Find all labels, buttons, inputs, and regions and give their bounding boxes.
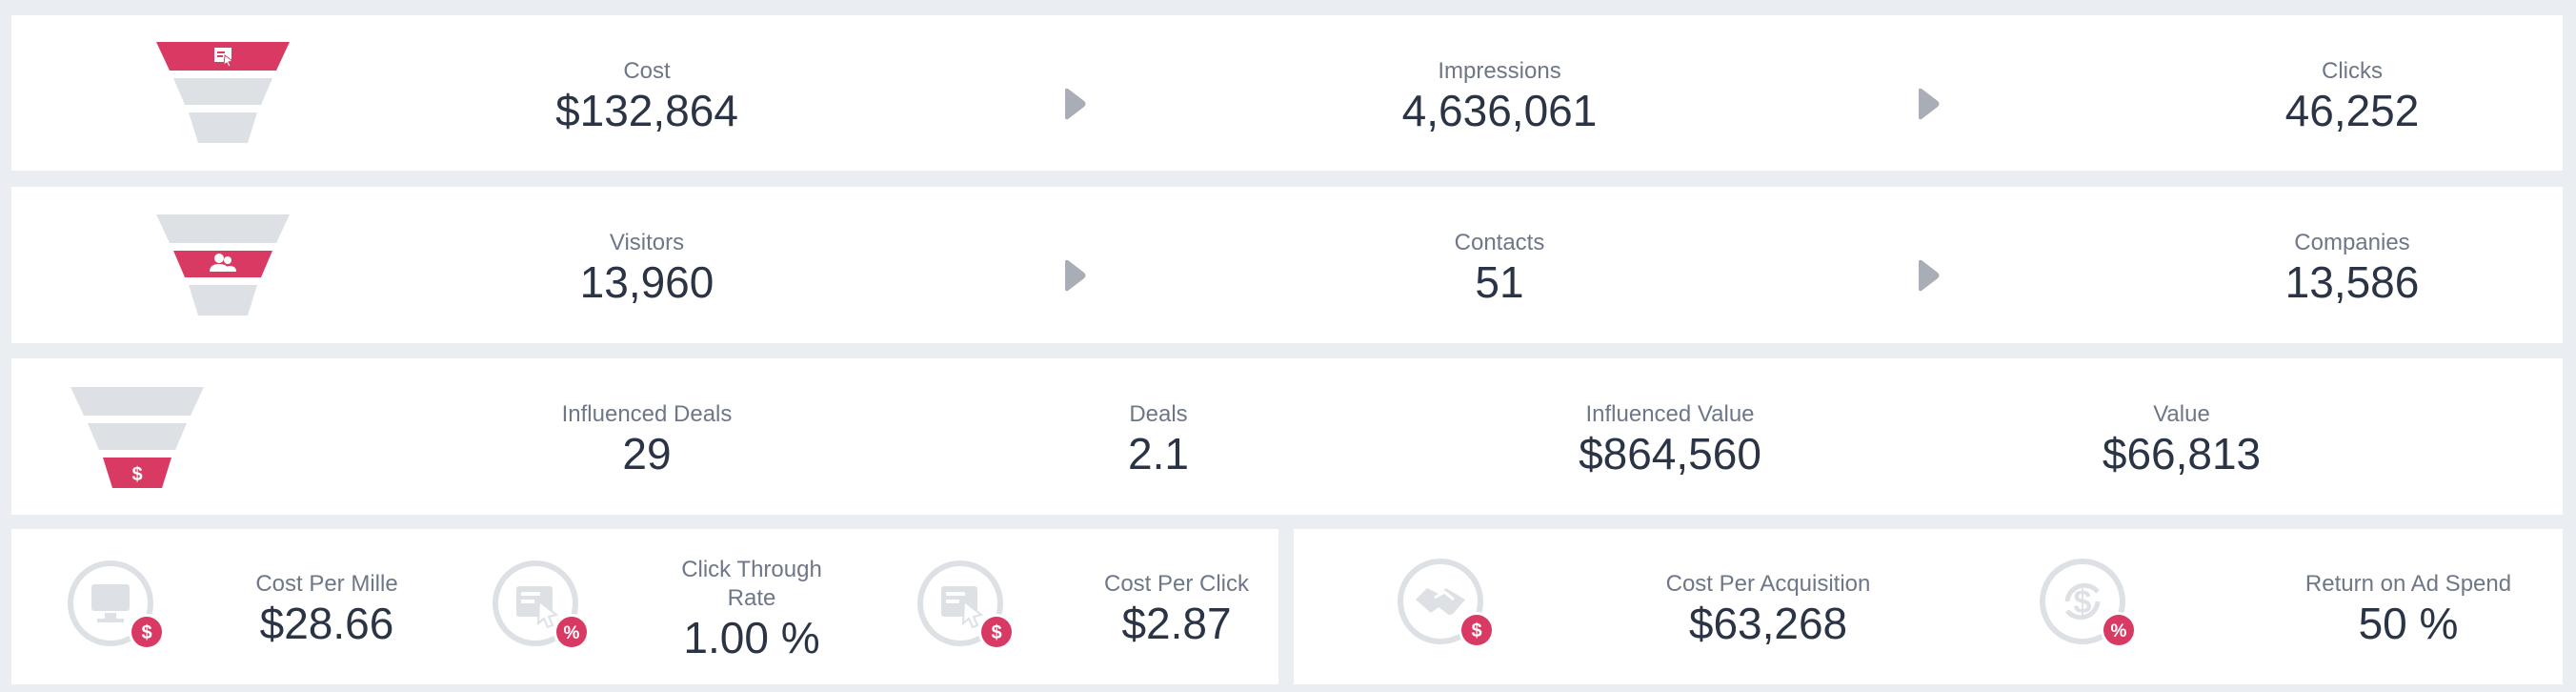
chevron-right-icon bbox=[1065, 88, 1086, 120]
metric-value: 4,636,061 bbox=[1401, 86, 1598, 135]
users-icon bbox=[210, 254, 236, 272]
kpi-value: 1.00 % bbox=[683, 613, 820, 662]
click-dollar-icon: $ bbox=[917, 560, 1015, 650]
metric-deals: Deals 2.1 bbox=[1128, 400, 1189, 478]
kpi-label: Return on Ad Spend bbox=[2304, 571, 2512, 597]
metric-label: Influenced Value bbox=[1585, 401, 1755, 427]
handshake-dollar-icon: $ bbox=[1398, 559, 1495, 648]
kpi-value: 50 % bbox=[2358, 599, 2459, 648]
metric-label: Clicks bbox=[2321, 58, 2383, 84]
metric-label: Deals bbox=[1129, 401, 1188, 427]
metric-influenced-value: Influenced Value $864,560 bbox=[1579, 400, 1761, 478]
kpi-return-on-ad-spend: Return on Ad Spend 50 % bbox=[2305, 570, 2511, 648]
metric-impressions: Impressions 4,636,061 bbox=[1402, 57, 1598, 135]
metric-label: Value bbox=[2153, 401, 2210, 427]
funnel-top-card: Cost $132,864 Impressions 4,636,061 Clic… bbox=[11, 15, 2563, 171]
metric-value: 46,252 bbox=[2284, 86, 2420, 135]
metric-label: Contacts bbox=[1454, 230, 1545, 255]
kpi-cost-per-acquisition: Cost Per Acquisition $63,268 bbox=[1666, 570, 1871, 648]
svg-text:$: $ bbox=[141, 622, 151, 643]
metric-value: $66,813 bbox=[2102, 429, 2262, 478]
metric-label: Cost bbox=[623, 58, 671, 84]
kpi-value: $28.66 bbox=[259, 599, 394, 648]
funnel-middle-card: Visitors 13,960 Contacts 51 Companies 13… bbox=[11, 187, 2563, 343]
metric-value: 29 bbox=[622, 429, 672, 478]
metric-companies: Companies 13,586 bbox=[2285, 229, 2420, 307]
kpi-card-acquisition: $ Cost Per Acquisition $63,268 $ % Retur… bbox=[1294, 529, 2563, 684]
funnel-bottom-card: $ Influenced Deals 29 Deals 2.1 Influenc… bbox=[11, 358, 2563, 515]
svg-text:%: % bbox=[564, 623, 580, 643]
metric-influenced-deals: Influenced Deals 29 bbox=[562, 400, 733, 478]
chevron-right-icon bbox=[1919, 259, 1940, 292]
monitor-dollar-icon: $ bbox=[68, 560, 165, 650]
metric-value: 13,960 bbox=[579, 257, 714, 307]
metric-label: Companies bbox=[2294, 230, 2410, 255]
metric-value: $864,560 bbox=[1579, 429, 1761, 478]
metric-value-total: Value $66,813 bbox=[2103, 400, 2261, 478]
funnel-middle-stage-icon bbox=[156, 214, 290, 315]
metric-label: Impressions bbox=[1438, 58, 1561, 84]
kpi-value: $2.87 bbox=[1121, 599, 1232, 648]
metric-value: 2.1 bbox=[1128, 429, 1189, 478]
kpi-cost-per-mille: Cost Per Mille $28.66 bbox=[255, 570, 397, 648]
metric-clicks: Clicks 46,252 bbox=[2285, 57, 2420, 135]
kpi-card-media: $ Cost Per Mille $28.66 % Click Through … bbox=[11, 529, 1278, 684]
metric-cost: Cost $132,864 bbox=[555, 57, 738, 135]
svg-text:$: $ bbox=[2074, 584, 2092, 621]
kpi-cost-per-click: Cost Per Click $2.87 bbox=[1104, 570, 1249, 648]
kpi-click-through-rate: Click Through Rate 1.00 % bbox=[666, 556, 837, 662]
chevron-right-icon bbox=[1065, 259, 1086, 292]
metric-label: Influenced Deals bbox=[561, 401, 733, 427]
funnel-bottom-stage-icon: $ bbox=[70, 387, 204, 488]
kpi-value: $63,268 bbox=[1688, 599, 1848, 648]
chevron-right-icon bbox=[1919, 88, 1940, 120]
kpi-label: Click Through Rate bbox=[681, 557, 822, 611]
metric-value: 51 bbox=[1475, 257, 1524, 307]
metric-label: Visitors bbox=[609, 230, 685, 255]
svg-text:$: $ bbox=[991, 622, 1001, 643]
ad-screen-icon bbox=[214, 48, 234, 68]
kpi-label: Cost Per Mille bbox=[255, 571, 398, 597]
kpi-label: Cost Per Click bbox=[1103, 571, 1250, 597]
kpi-label: Cost Per Acquisition bbox=[1665, 571, 1871, 597]
dollar-icon: $ bbox=[131, 464, 142, 485]
metric-contacts: Contacts 51 bbox=[1455, 229, 1545, 307]
svg-text:$: $ bbox=[1471, 621, 1481, 641]
metric-value: $132,864 bbox=[555, 86, 738, 135]
return-percent-icon: $ % bbox=[2040, 559, 2137, 648]
click-percent-icon: % bbox=[493, 560, 590, 650]
metric-value: 13,586 bbox=[2284, 257, 2420, 307]
metric-visitors: Visitors 13,960 bbox=[580, 229, 714, 307]
svg-text:%: % bbox=[2111, 621, 2127, 641]
funnel-top-stage-icon bbox=[156, 42, 290, 143]
